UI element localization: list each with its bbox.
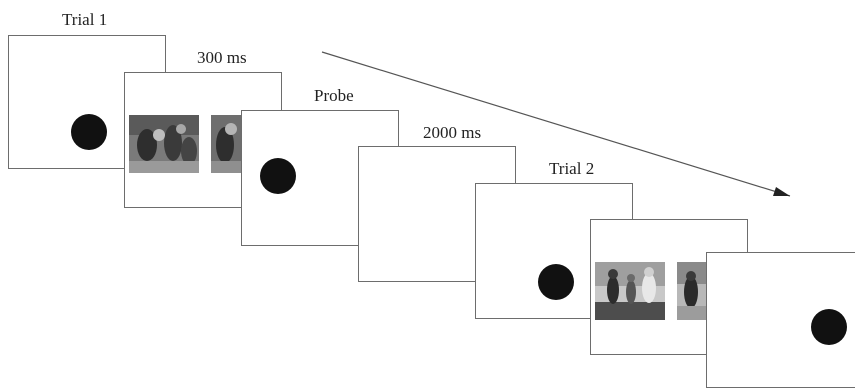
probe-label: Probe [314,86,354,105]
scene-photo-right-icon [211,115,243,173]
scene-photo-left-icon [129,115,199,173]
probe-dot-icon [260,158,296,194]
fixation-dot-icon [538,264,574,300]
trial2-label: Trial 2 [549,159,595,178]
trial1-label: Trial 1 [62,10,108,29]
iti-duration-label: 2000 ms [423,123,482,142]
final-probe-frame [706,252,855,388]
fixation-dot-icon [71,114,107,150]
fixation-duration-label: 300 ms [197,48,247,67]
scene-photo-right-icon [677,262,709,320]
probe-dot-icon [811,309,847,345]
scene-photo-left-icon [595,262,665,320]
